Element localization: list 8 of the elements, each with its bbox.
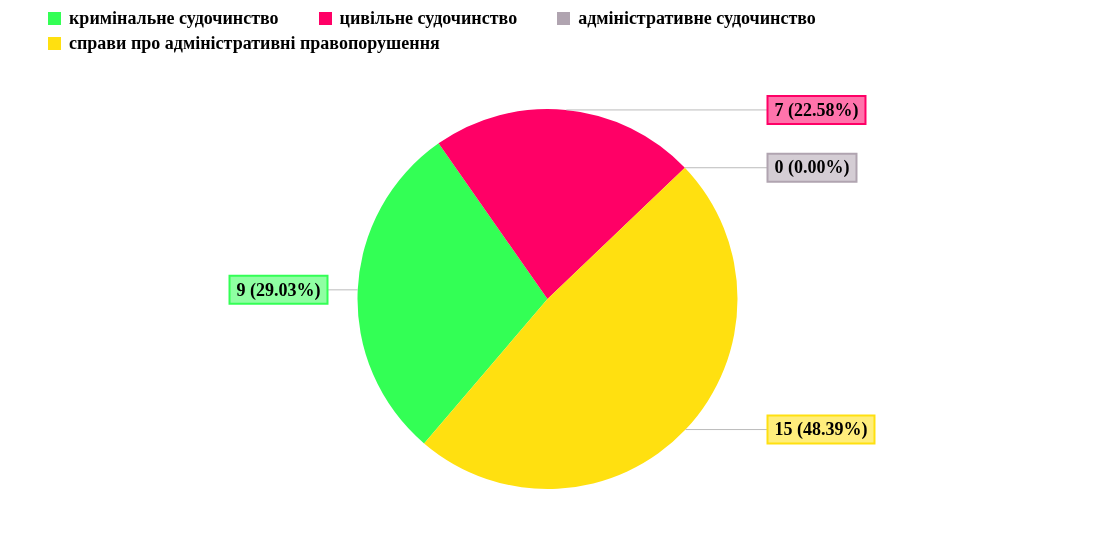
legend-label: кримінальне судочинство — [68, 8, 279, 29]
data-label: 7 (22.58%) — [774, 99, 859, 121]
text: 0 (0.00%) — [774, 157, 850, 178]
data-label: 9 (29.03%) — [236, 279, 321, 301]
legend-label: адміністративне судочинство — [577, 8, 816, 29]
legend-label: справи про адміністративні правопорушення — [68, 33, 440, 54]
data-label: 15 (48.39%) — [774, 419, 868, 441]
legend-label: цивільне судочинство — [338, 8, 518, 29]
